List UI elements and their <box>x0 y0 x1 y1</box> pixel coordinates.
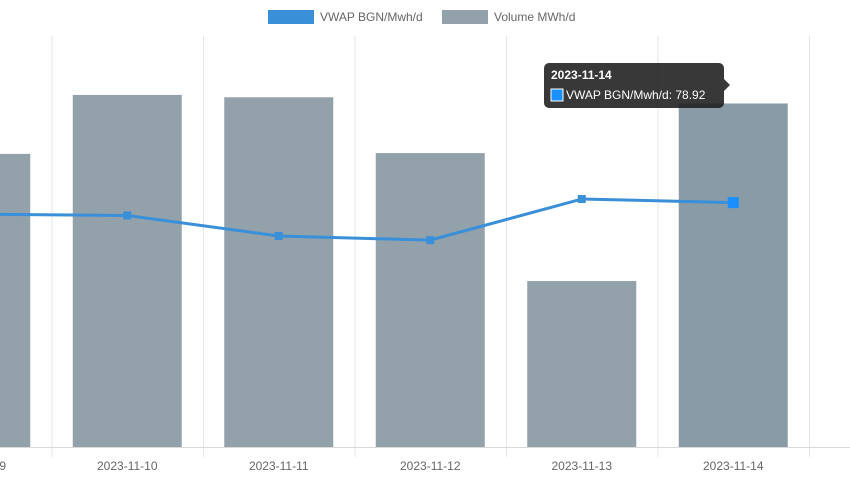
legend-label-volume[interactable]: Volume MWh/d <box>494 10 575 24</box>
line-point-2023-11-10[interactable] <box>123 211 132 220</box>
bar-2023-11-14[interactable] <box>678 103 788 447</box>
bar-2023-11-13[interactable] <box>527 281 637 447</box>
legend-swatch-vwap[interactable] <box>268 10 314 24</box>
legend-label-vwap[interactable]: VWAP BGN/Mwh/d <box>320 10 423 24</box>
x-tick-label: 2023-11-14 <box>703 459 764 473</box>
x-tick-label: 2023-11-11 <box>249 459 309 473</box>
line-point-2023-11-13[interactable] <box>577 195 586 204</box>
bar-2023-11-10[interactable] <box>72 94 182 447</box>
legend-swatch-volume[interactable] <box>442 10 488 24</box>
x-tick-label: 2023-11-10 <box>97 459 158 473</box>
bar-2023-11-12[interactable] <box>375 153 485 447</box>
tooltip-title: 2023-11-14 <box>551 68 612 82</box>
bar-2023-11-11[interactable] <box>224 97 334 447</box>
line-series <box>0 195 739 245</box>
tooltip-swatch <box>550 88 564 102</box>
line-vwap <box>0 197 734 242</box>
tooltip-box <box>544 63 724 108</box>
line-point-2023-11-11[interactable] <box>274 232 283 241</box>
line-point-2023-11-14[interactable] <box>727 197 739 209</box>
x-tick-label: 2023-11-12 <box>400 459 461 473</box>
bars <box>0 94 788 447</box>
tooltip-label: VWAP BGN/Mwh/d: 78.92 <box>566 88 706 102</box>
legend: VWAP BGN/Mwh/d Volume MWh/d <box>268 10 575 24</box>
tooltip: 2023-11-14 VWAP BGN/Mwh/d: 78.92 <box>544 63 730 108</box>
bar-2023-11-09[interactable] <box>0 153 31 447</box>
tooltip-caret <box>724 79 730 91</box>
line-point-2023-11-12[interactable] <box>426 236 435 245</box>
x-axis-ticks: 2023-11-09 2023-11-10 2023-11-11 2023-11-12… <box>0 459 764 473</box>
x-tick-label: 2023-11-13 <box>552 459 613 473</box>
x-tick-label: 2023-11-09 <box>0 459 6 473</box>
